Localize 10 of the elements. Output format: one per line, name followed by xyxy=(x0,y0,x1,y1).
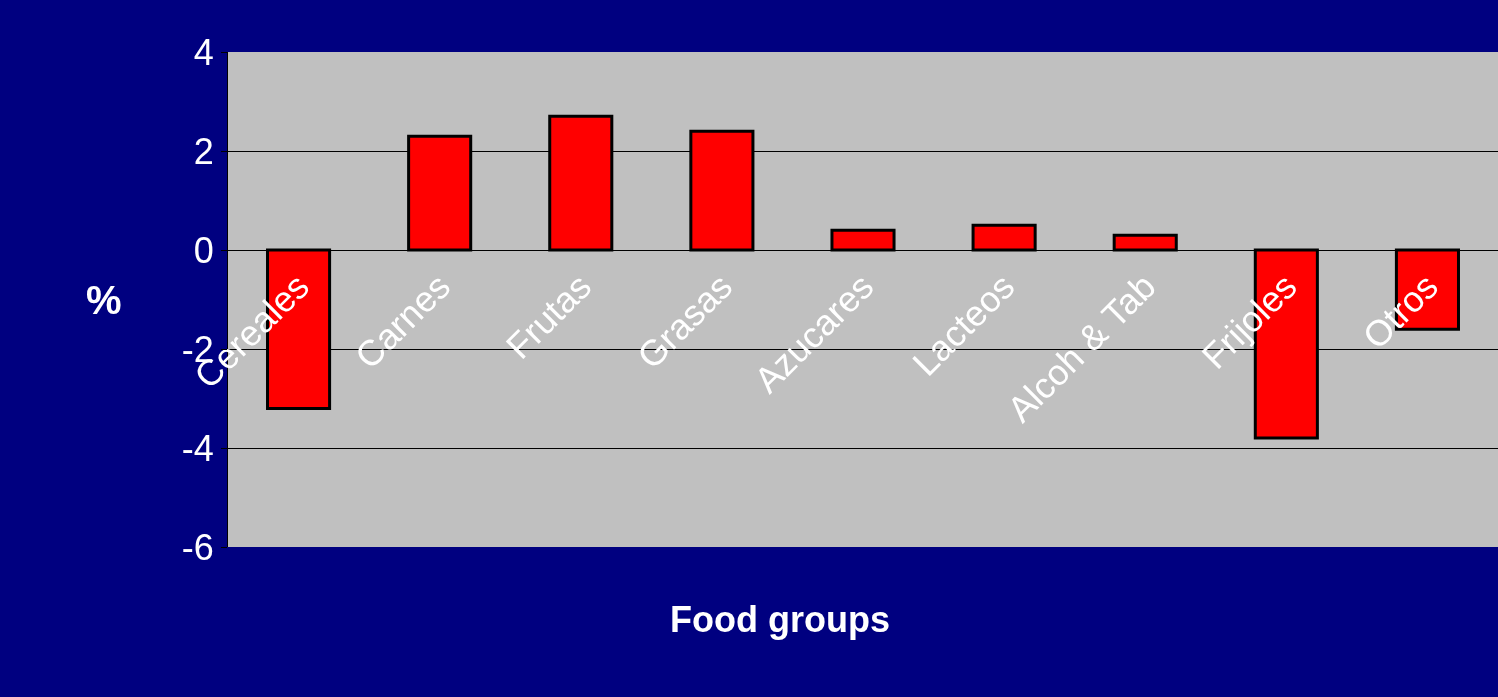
y-tick-label: 0 xyxy=(193,229,214,271)
bar xyxy=(830,228,896,252)
y-tick-label: 4 xyxy=(193,31,214,73)
y-tick-label: 2 xyxy=(193,130,214,172)
bar xyxy=(1112,233,1178,252)
x-axis-title: Food groups xyxy=(670,599,890,640)
y-tick-label: -4 xyxy=(181,427,214,469)
y-tick-label: -6 xyxy=(181,526,214,568)
y-axis-title: % xyxy=(86,278,122,322)
bar xyxy=(971,223,1037,252)
